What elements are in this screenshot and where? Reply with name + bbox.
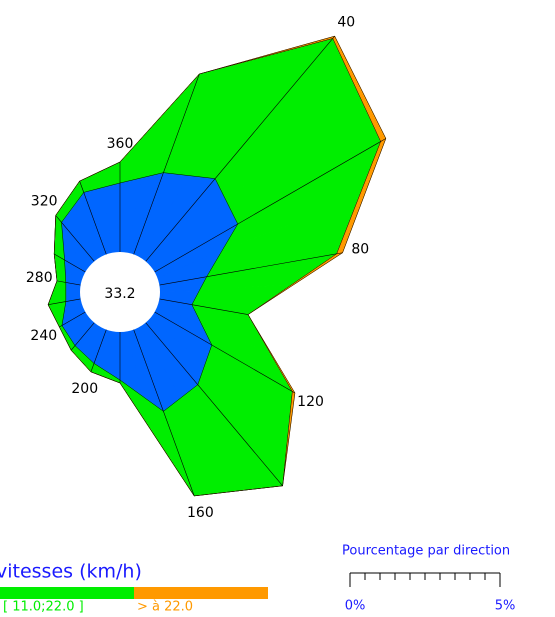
direction-label: 360 bbox=[107, 136, 134, 152]
spoke bbox=[48, 298, 81, 305]
direction-label: 120 bbox=[297, 394, 324, 410]
calm-circle bbox=[80, 252, 160, 332]
legend-label: [ 11.0;22.0 ] bbox=[3, 600, 84, 615]
spoke bbox=[70, 322, 95, 351]
legend-title: vitesses (km/h) bbox=[0, 561, 142, 583]
spoke bbox=[154, 138, 387, 273]
direction-label: 320 bbox=[31, 194, 58, 210]
scale-title: Pourcentage par direction bbox=[342, 544, 510, 559]
direction-label: 160 bbox=[187, 505, 214, 521]
scale-tick-label: 5% bbox=[495, 599, 516, 614]
direction-label: 40 bbox=[337, 14, 355, 30]
direction-label: 240 bbox=[30, 328, 57, 344]
petal-segment bbox=[52, 266, 67, 294]
spoke bbox=[133, 73, 200, 255]
calm-label: 33.2 bbox=[104, 286, 135, 302]
spoke bbox=[145, 322, 283, 487]
direction-label: 280 bbox=[26, 270, 53, 286]
spoke bbox=[54, 253, 86, 273]
spoke bbox=[159, 298, 249, 315]
spoke bbox=[56, 280, 81, 286]
spoke bbox=[79, 181, 107, 255]
spoke bbox=[59, 311, 86, 328]
spoke bbox=[133, 329, 195, 497]
spoke bbox=[90, 329, 107, 372]
legend-swatch bbox=[0, 587, 134, 599]
spoke bbox=[145, 35, 335, 262]
direction-label: 200 bbox=[71, 381, 98, 397]
direction-label: 80 bbox=[351, 242, 369, 258]
spoke bbox=[55, 215, 95, 262]
scale-tick-label: 0% bbox=[345, 599, 366, 614]
legend-label: > à 22.0 bbox=[137, 600, 193, 615]
spoke bbox=[159, 252, 343, 286]
legend-swatch bbox=[134, 587, 268, 599]
spoke bbox=[154, 311, 296, 394]
